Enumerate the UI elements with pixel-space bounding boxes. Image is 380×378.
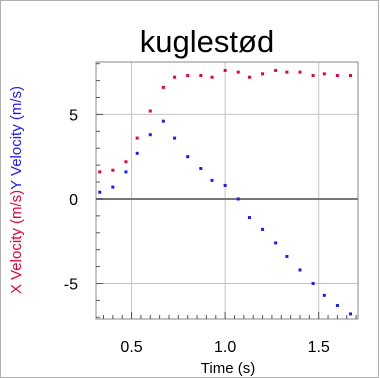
x-velocity-point (285, 70, 289, 74)
x-velocity-point (274, 68, 278, 72)
x-velocity-point (335, 74, 339, 78)
y-axis-label-y-velocity: Y Velocity (m/s) (8, 86, 25, 190)
x-velocity-point (111, 168, 115, 172)
y-velocity-point (210, 178, 214, 182)
y-velocity-point (236, 197, 240, 201)
x-velocity-point (223, 68, 227, 72)
y-velocity-point (261, 227, 265, 231)
tick-labels: 0.5 1.0 1.5 5 0 -5 (64, 107, 330, 356)
y-axis-label-x-velocity: X Velocity (m/s) (8, 190, 25, 294)
chart-title: kuglestød (140, 24, 274, 59)
x-velocity-point (199, 74, 203, 78)
x-velocity-point (161, 85, 165, 89)
y-velocity-point (98, 190, 102, 194)
x-velocity-point (210, 75, 214, 79)
plot-frame (95, 61, 359, 320)
data-points (98, 68, 353, 316)
x-velocity-point (322, 72, 326, 76)
y-velocity-point (111, 185, 115, 189)
x-velocity-point (124, 160, 128, 164)
x-velocity-point (135, 136, 139, 140)
y-tick-label: 0 (69, 192, 78, 209)
y-velocity-point (148, 133, 152, 137)
y-velocity-point (161, 119, 165, 123)
y-velocity-point (186, 155, 190, 159)
x-velocity-point (298, 70, 302, 74)
x-velocity-point (236, 70, 240, 74)
x-velocity-point (148, 109, 152, 113)
y-tick-label: -5 (64, 276, 78, 293)
gridlines (96, 62, 358, 319)
x-velocity-point (98, 170, 102, 174)
y-velocity-point (135, 151, 139, 155)
x-axis-label: Time (s) (201, 360, 255, 377)
y-axis-label: X Velocity (m/s)Y Velocity (m/s) (8, 86, 25, 294)
x-velocity-point (186, 74, 190, 78)
y-velocity-point (223, 183, 227, 187)
y-velocity-point (173, 136, 177, 140)
y-velocity-point (349, 312, 353, 316)
y-velocity-point (311, 281, 315, 285)
y-velocity-point (199, 167, 203, 171)
x-tick-label: 0.5 (120, 339, 142, 356)
x-velocity-point (247, 75, 251, 79)
y-velocity-point (335, 303, 339, 307)
tick-marks (96, 63, 357, 319)
y-velocity-point (322, 293, 326, 297)
x-velocity-point (173, 75, 177, 79)
y-velocity-point (298, 268, 302, 272)
x-velocity-point (349, 74, 353, 78)
y-tick-label: 5 (69, 107, 78, 124)
x-tick-label: 1.0 (214, 339, 236, 356)
x-velocity-point (311, 74, 315, 78)
y-velocity-point (247, 216, 251, 220)
x-tick-label: 1.5 (308, 339, 330, 356)
y-velocity-point (124, 170, 128, 174)
y-velocity-point (285, 254, 289, 258)
y-velocity-point (274, 241, 278, 245)
x-velocity-point (261, 72, 265, 76)
